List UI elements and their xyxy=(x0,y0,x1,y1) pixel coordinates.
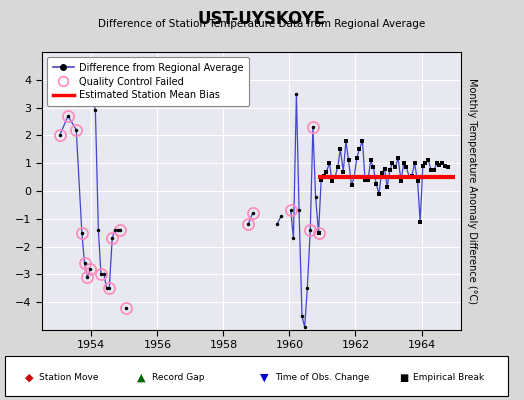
Text: ▼: ▼ xyxy=(260,373,269,383)
Text: ■: ■ xyxy=(399,373,408,383)
Text: Difference of Station Temperature Data from Regional Average: Difference of Station Temperature Data f… xyxy=(99,19,425,29)
Y-axis label: Monthly Temperature Anomaly Difference (°C): Monthly Temperature Anomaly Difference (… xyxy=(467,78,477,304)
Text: Station Move: Station Move xyxy=(39,374,99,382)
Text: ▲: ▲ xyxy=(137,373,146,383)
Text: Time of Obs. Change: Time of Obs. Change xyxy=(275,374,369,382)
Text: UST-UYSKOYE: UST-UYSKOYE xyxy=(198,10,326,28)
Text: Record Gap: Record Gap xyxy=(152,374,204,382)
Text: ◆: ◆ xyxy=(25,373,33,383)
Legend: Difference from Regional Average, Quality Control Failed, Estimated Station Mean: Difference from Regional Average, Qualit… xyxy=(47,57,249,106)
Text: Berkeley Earth: Berkeley Earth xyxy=(436,386,508,396)
Text: Empirical Break: Empirical Break xyxy=(413,374,484,382)
